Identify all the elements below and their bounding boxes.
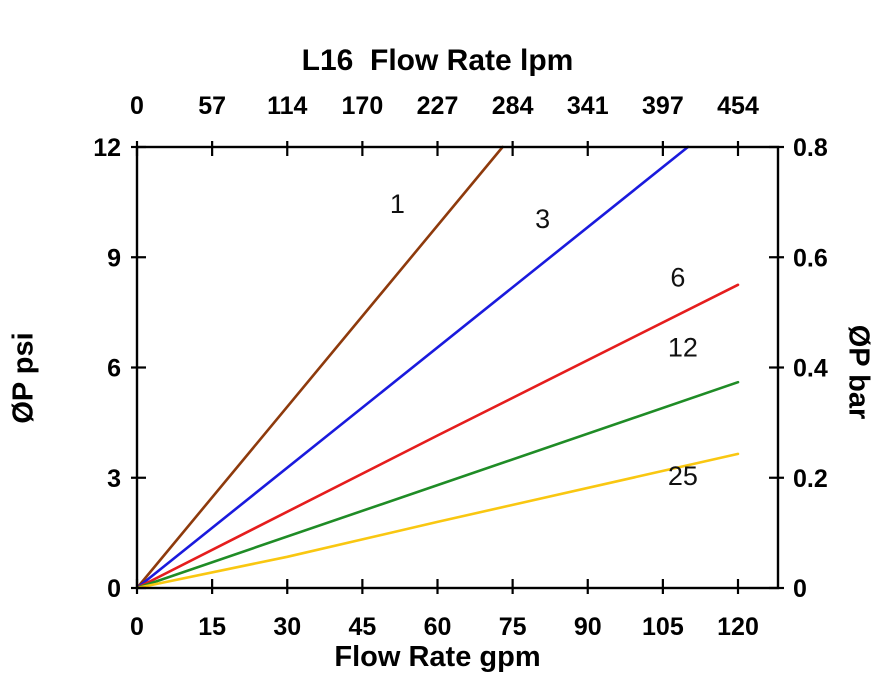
- x-top-tick-label: 170: [342, 92, 384, 120]
- x-top-tick-label: 114: [267, 92, 307, 120]
- series-line-12: [135, 380, 740, 590]
- y-right-tick-label: 0.8: [793, 134, 828, 162]
- x-top-tick-label: 341: [567, 92, 609, 120]
- x-bottom-tick-label: 75: [499, 613, 527, 641]
- x-bottom-tick-label: 90: [574, 613, 602, 641]
- x-bottom-tick-label: 60: [424, 613, 452, 641]
- x-bottom-tick-label: 30: [273, 613, 301, 641]
- x-bottom-tick-label: 105: [642, 613, 684, 641]
- x-top-tick-label: 227: [417, 92, 459, 120]
- y-left-axis-label: ØP psi: [7, 332, 40, 424]
- series-label-12: 12: [668, 332, 698, 362]
- x-bottom-tick-label: 45: [348, 613, 376, 641]
- series-line-6: [135, 283, 740, 590]
- y-right-tick-label: 0.6: [793, 244, 828, 272]
- x-axis-label: Flow Rate gpm: [334, 641, 541, 673]
- x-bottom-tick-label: 120: [717, 613, 759, 641]
- series-label-6: 6: [670, 263, 685, 293]
- y-right-axis-label: ØP bar: [842, 324, 875, 420]
- plot-frame: [135, 145, 780, 590]
- y-left-tick-label: 9: [107, 244, 121, 272]
- x-top-tick-label: 57: [198, 92, 226, 120]
- x-bottom-tick-label: 0: [130, 613, 144, 641]
- series-label-25: 25: [668, 461, 698, 491]
- chart-title: L16 Flow Rate lpm: [301, 44, 574, 77]
- series-label-3: 3: [535, 204, 550, 234]
- x-bottom-tick-label: 15: [198, 613, 226, 641]
- y-left-tick-label: 12: [93, 134, 121, 162]
- x-top-tick-label: 0: [130, 92, 144, 120]
- x-top-tick-label: 397: [642, 92, 684, 120]
- y-left-tick-label: 3: [107, 465, 121, 493]
- x-top-tick-label: 284: [492, 92, 534, 120]
- series-label-1: 1: [390, 189, 405, 219]
- series-line-25: [135, 452, 740, 590]
- y-right-tick-label: 0.2: [793, 465, 828, 493]
- y-right-tick-label: 0.4: [793, 355, 828, 383]
- x-top-tick-label: 454: [717, 92, 759, 120]
- y-left-tick-label: 6: [107, 355, 121, 383]
- y-right-tick-label: 0: [793, 575, 807, 603]
- y-left-tick-label: 0: [107, 575, 121, 603]
- series-line-1: [135, 145, 504, 590]
- series-line-3: [135, 145, 690, 590]
